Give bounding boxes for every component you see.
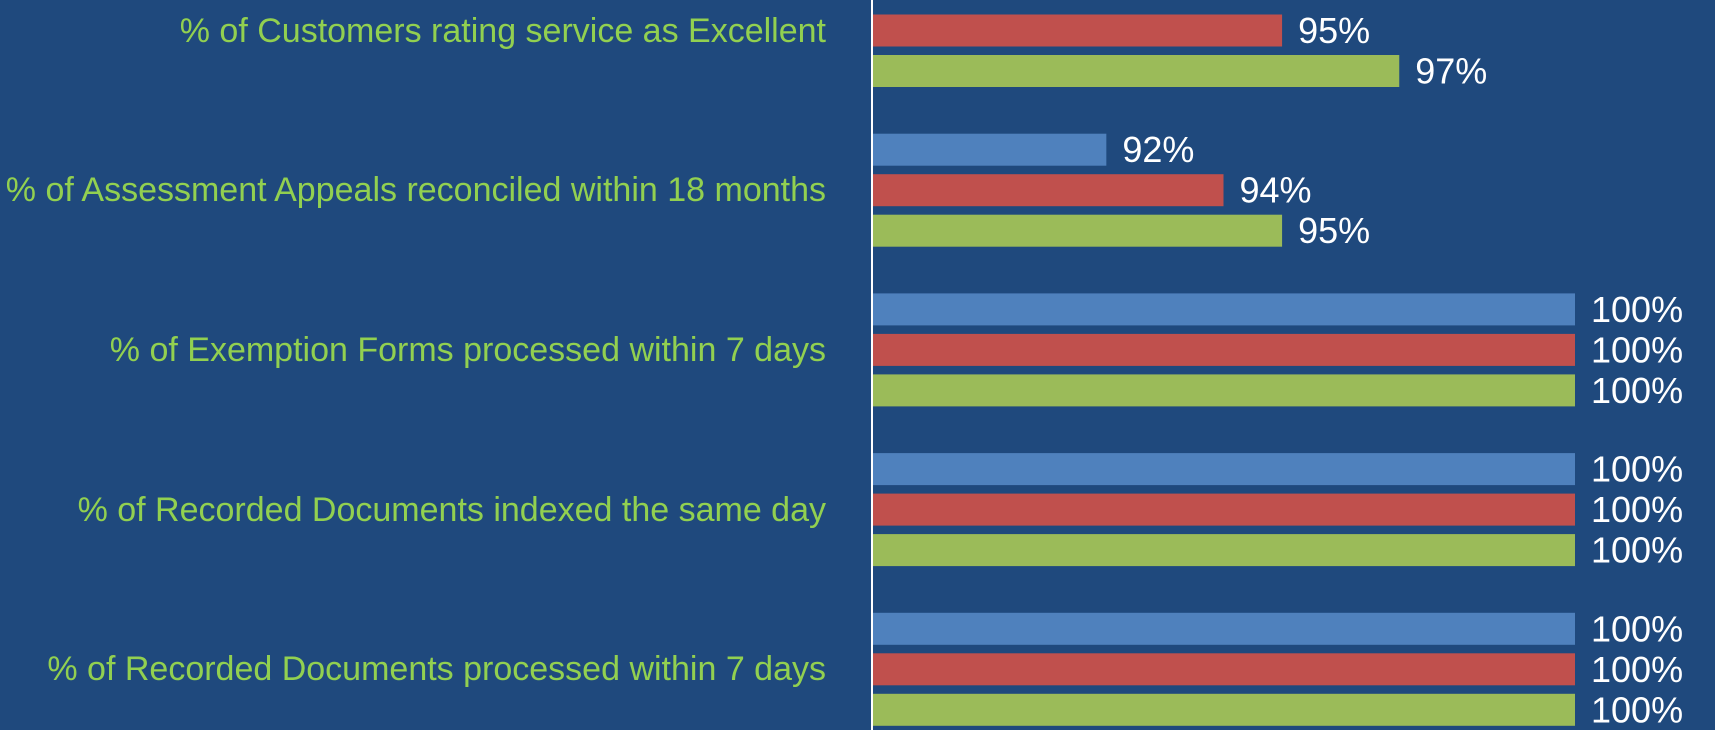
bar	[872, 693, 1575, 726]
value-label: 100%	[1591, 530, 1683, 571]
value-label: 97%	[1415, 51, 1487, 92]
value-label: 100%	[1591, 449, 1683, 490]
bar	[872, 214, 1283, 247]
bar	[872, 174, 1224, 207]
bar	[872, 133, 1107, 166]
bar	[872, 453, 1575, 486]
category-label: % of Recorded Documents processed within…	[47, 650, 826, 689]
value-label: 100%	[1591, 289, 1683, 330]
category-label: % of Exemption Forms processed within 7 …	[109, 330, 826, 369]
bar	[872, 293, 1575, 326]
bar	[872, 333, 1575, 366]
value-label: 100%	[1591, 608, 1683, 649]
value-label: 95%	[1298, 210, 1370, 251]
value-label: 100%	[1591, 649, 1683, 690]
category-label: % of Assessment Appeals reconciled withi…	[5, 171, 826, 210]
value-label: 100%	[1591, 489, 1683, 530]
bar	[872, 374, 1575, 407]
bar	[872, 55, 1400, 87]
bar	[872, 612, 1575, 645]
value-label: 94%	[1240, 170, 1312, 211]
bar	[872, 14, 1283, 47]
bar	[872, 493, 1575, 526]
category-label: % of Recorded Documents indexed the same…	[77, 490, 826, 529]
bar	[872, 534, 1575, 567]
value-label: 100%	[1591, 329, 1683, 370]
bar	[872, 653, 1575, 686]
value-label: 100%	[1591, 689, 1683, 730]
value-label: 95%	[1298, 10, 1370, 51]
value-label: 92%	[1122, 129, 1194, 170]
value-label: 100%	[1591, 370, 1683, 411]
category-label: % of Customers rating service as Excelle…	[179, 11, 826, 50]
